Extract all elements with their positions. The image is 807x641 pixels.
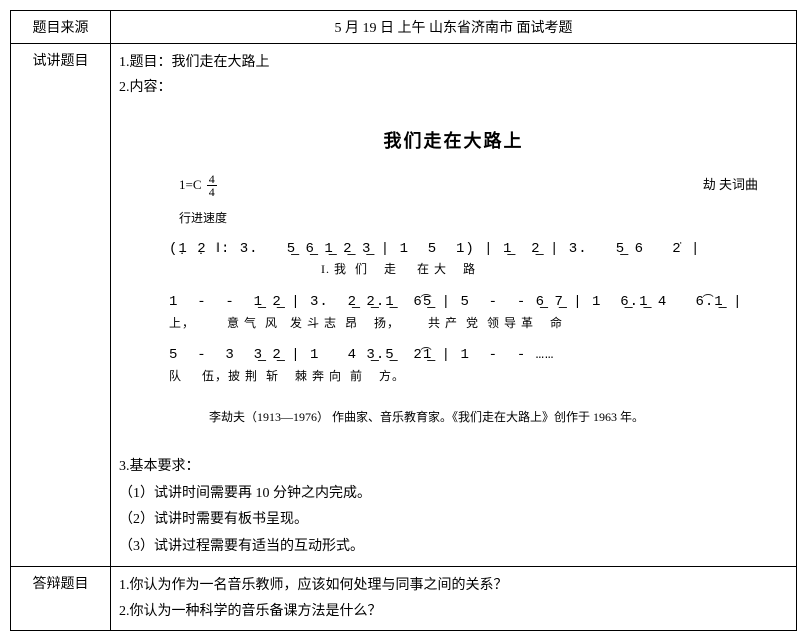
defense-q2: 2.你认为一种科学的音乐备课方法是什么？ (119, 599, 788, 624)
score-title: 我们走在大路上 (119, 125, 788, 157)
source-label-cell: 题目来源 (11, 11, 111, 44)
score-meta: 1=C 4 4 劫 夫词曲 (119, 173, 788, 199)
lecture-label: 试讲题目 (33, 54, 89, 69)
defense-content-cell: 1.你认为作为一名音乐教师，应该如何处理与同事之间的关系？ 2.你认为一种科学的… (111, 567, 797, 630)
lecture-label-cell: 试讲题目 (11, 44, 111, 567)
defense-label: 答辩题目 (33, 577, 89, 592)
score-credit: 劫 夫词曲 (703, 173, 758, 199)
header-row: 题目来源 5 月 19 日 上午 山东省济南市 面试考题 (11, 11, 797, 44)
requirements-title: 3.基本要求： (119, 454, 788, 481)
defense-label-cell: 答辩题目 (11, 567, 111, 630)
source-value-cell: 5 月 19 日 上午 山东省济南市 面试考题 (111, 11, 797, 44)
notation-line-3: 5 - 3 3̲ 2̲ | 1 4 3̲.5̲ 2͡1̲ | 1 - - …… (119, 346, 788, 366)
defense-q1: 1.你认为作为一名音乐教师，应该如何处理与同事之间的关系？ (119, 573, 788, 598)
requirement-2: （2）试讲时需要有板书呈现。 (119, 507, 788, 534)
score-key: 1=C 4 4 (179, 173, 217, 199)
time-signature: 4 4 (207, 173, 217, 198)
notation-line-1: (1̣ 2̣ ‖: 3. 5̲ 6̲ 1̲ 2̲ 3̲ | 1 5 1) | 1… (119, 240, 788, 260)
defense-content: 1.你认为作为一名音乐教师，应该如何处理与同事之间的关系？ 2.你认为一种科学的… (119, 573, 788, 623)
score-footer: 李劫夫（1913—1976） 作曲家、音乐教育家。《我们走在大路上》创作于 19… (119, 407, 788, 429)
lyric-line-3: 队 伍，披 荆 斩 棘 奔 向 前 方。 (119, 366, 788, 388)
requirement-1: （1）试讲时间需要再 10 分钟之内完成。 (119, 481, 788, 508)
notation-line-2: 1 - - 1̲ 2̲ | 3. 2̲ 2̲.1̲ 6͡5̲ | 5 - - 6… (119, 293, 788, 313)
lecture-content: 1.题目：我们走在大路上 2.内容： 我们走在大路上 1=C 4 4 劫 夫词曲… (119, 50, 788, 560)
score-tempo: 行进速度 (119, 208, 788, 230)
time-bot: 4 (207, 186, 217, 198)
score-key-text: 1=C (179, 177, 202, 192)
source-label: 题目来源 (33, 21, 89, 36)
lecture-row: 试讲题目 1.题目：我们走在大路上 2.内容： 我们走在大路上 1=C 4 4 … (11, 44, 797, 567)
lecture-content-line: 2.内容： (119, 75, 788, 100)
defense-row: 答辩题目 1.你认为作为一名音乐教师，应该如何处理与同事之间的关系？ 2.你认为… (11, 567, 797, 630)
source-value: 5 月 19 日 上午 山东省济南市 面试考题 (335, 21, 573, 36)
lecture-content-cell: 1.题目：我们走在大路上 2.内容： 我们走在大路上 1=C 4 4 劫 夫词曲… (111, 44, 797, 567)
lecture-title-line: 1.题目：我们走在大路上 (119, 50, 788, 75)
requirement-3: （3）试讲过程需要有适当的互动形式。 (119, 534, 788, 561)
question-table: 题目来源 5 月 19 日 上午 山东省济南市 面试考题 试讲题目 1.题目：我… (10, 10, 797, 631)
lyric-line-2: 上， 意 气 风 发 斗 志 昂 扬， 共 产 党 领 导 革 命 (119, 313, 788, 335)
lyric-line-1: I. 我 们 走 在 大 路 (119, 259, 788, 281)
